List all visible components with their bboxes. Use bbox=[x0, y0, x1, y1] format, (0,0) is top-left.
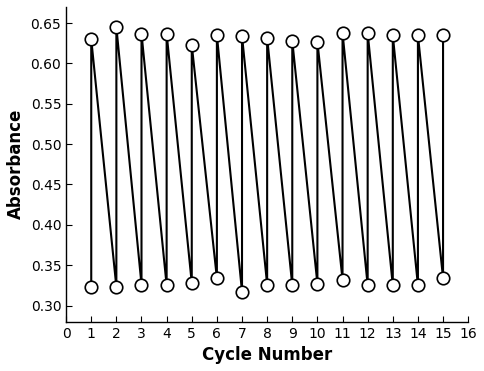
X-axis label: Cycle Number: Cycle Number bbox=[202, 346, 333, 364]
Y-axis label: Absorbance: Absorbance bbox=[7, 109, 25, 220]
